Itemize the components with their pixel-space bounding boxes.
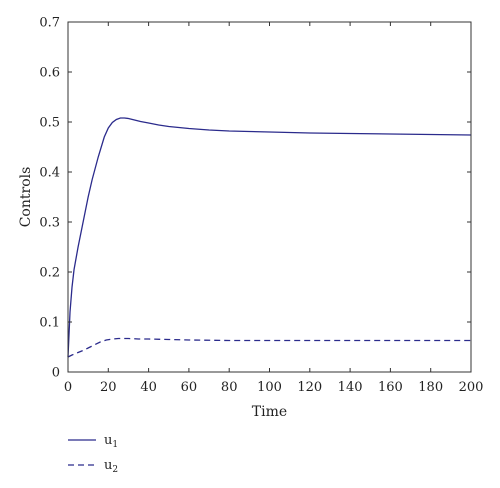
legend-subscript: 2 [112,465,118,475]
y-tick-label: 0.7 [39,16,60,31]
y-tick-label: 0.1 [39,316,60,331]
x-tick-label: 20 [100,380,117,395]
y-tick-label: 0.5 [39,116,60,131]
y-tick-label: 0 [52,366,60,381]
y-tick-label: 0.4 [39,166,60,181]
x-axis-label: Time [252,404,287,420]
x-tick-label: 140 [338,380,363,395]
x-tick-label: 80 [221,380,238,395]
x-tick-label: 180 [418,380,443,395]
legend-subscript: 1 [112,440,118,450]
legend-label-u1: u1 [104,433,118,450]
series-line-u1 [67,117,472,358]
y-tick-label: 0.2 [39,266,60,281]
x-tick-label: 40 [140,380,157,395]
x-tick-label: 200 [459,380,484,395]
plot-frame [67,21,472,373]
y-axis-label: Controls [18,167,34,228]
legend: u1 u2 [68,433,118,475]
x-tick-label: 60 [181,380,198,395]
y-tick-label: 0.3 [39,216,60,231]
x-tick-label: 160 [378,380,403,395]
axes: 0 20 40 60 80 100 120 140 160 180 200 0 0.1 0.2 0.3 0.4… [39,16,483,396]
x-tick-label: 100 [257,380,282,395]
legend-label-u2: u2 [104,458,118,475]
plot-area [67,117,472,358]
x-tick-label: 120 [297,380,322,395]
series-line-u2 [67,337,471,358]
x-tick-label: 0 [64,380,72,395]
y-tick-label: 0.6 [39,66,60,81]
